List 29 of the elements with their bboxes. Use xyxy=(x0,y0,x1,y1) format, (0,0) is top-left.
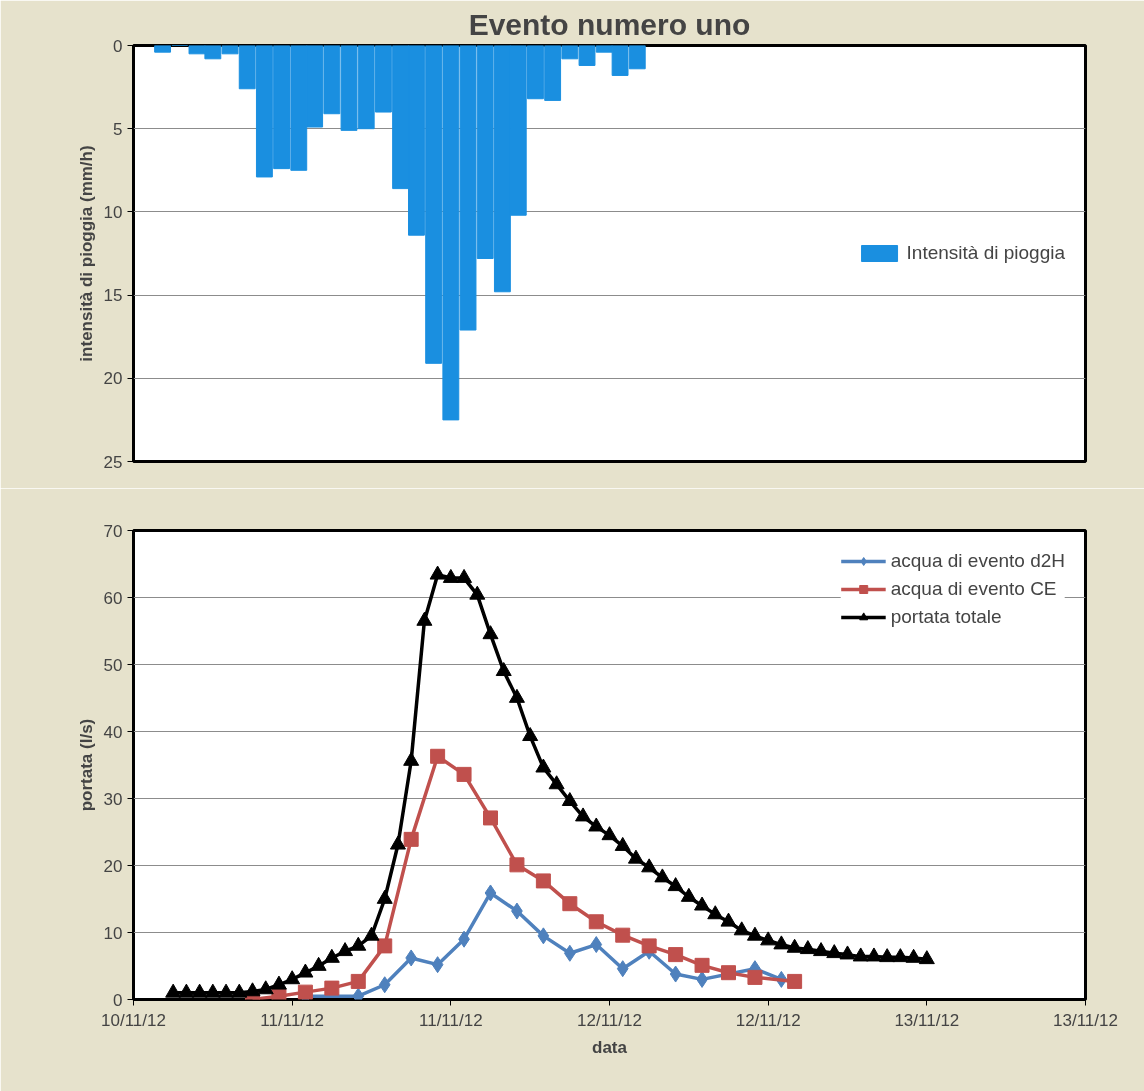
x-tick-label: 11/11/12 xyxy=(419,1010,483,1030)
legend-label: acqua di evento d2H xyxy=(890,550,1065,572)
y-tick-label: 0 xyxy=(113,990,123,1010)
x-axis-title: data xyxy=(592,1037,628,1057)
y-tick-label: 50 xyxy=(103,655,123,675)
y-tick-label: 60 xyxy=(103,588,123,608)
y-tick-label: 0 xyxy=(113,36,123,56)
legend-label: portata totale xyxy=(890,606,1002,628)
legend-label: Intensità di pioggia xyxy=(906,242,1065,264)
chart-title: Evento numero uno xyxy=(468,7,751,41)
y-tick-label: 10 xyxy=(103,202,123,222)
y-axis-title: intensità di pioggia (mm/h) xyxy=(76,145,96,362)
x-tick-label: 11/11/12 xyxy=(260,1010,324,1030)
x-tick-label: 12/11/12 xyxy=(577,1010,642,1030)
y-tick-label: 70 xyxy=(103,521,123,541)
y-tick-label: 30 xyxy=(103,789,123,809)
y-tick-label: 10 xyxy=(103,923,123,943)
x-tick-label: 12/11/12 xyxy=(735,1010,801,1030)
x-tick-label: 13/11/12 xyxy=(894,1010,960,1030)
y-tick-label: 40 xyxy=(103,722,123,742)
y-tick-label: 20 xyxy=(103,369,123,389)
y-tick-label: 15 xyxy=(103,286,123,306)
y-tick-label: 5 xyxy=(113,119,123,139)
y-tick-label: 25 xyxy=(103,452,123,472)
legend-label: acqua di evento CE xyxy=(890,578,1057,600)
x-tick-label: 13/11/12 xyxy=(1053,1010,1118,1030)
y-axis-title: portata (l/s) xyxy=(76,718,96,812)
x-tick-label: 10/11/12 xyxy=(101,1010,166,1030)
y-tick-label: 20 xyxy=(103,856,123,876)
